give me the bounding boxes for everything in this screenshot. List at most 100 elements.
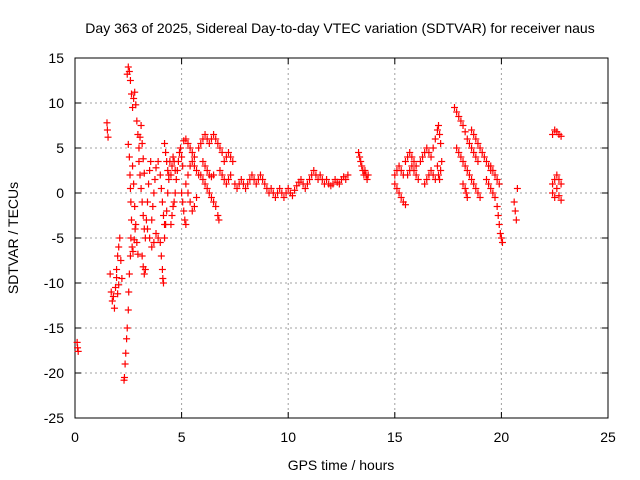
data-point [210, 171, 218, 179]
data-point [472, 135, 480, 143]
data-point [357, 158, 365, 165]
data-point [435, 171, 443, 179]
data-point [512, 216, 520, 224]
data-point [358, 162, 366, 170]
y-tick-label: -5 [52, 230, 65, 246]
data-point [143, 198, 151, 206]
data-point [438, 158, 446, 165]
data-point [195, 144, 203, 152]
data-point [393, 185, 401, 192]
data-point [130, 236, 138, 244]
data-point [476, 194, 484, 201]
data-point [429, 144, 437, 152]
data-point [161, 234, 169, 242]
data-point [178, 153, 186, 161]
data-point [184, 189, 192, 197]
data-point [164, 189, 172, 197]
data-point [465, 171, 473, 179]
data-point [125, 68, 133, 75]
data-point [137, 185, 145, 192]
data-point [553, 171, 561, 179]
data-point [181, 216, 189, 224]
data-point [474, 140, 482, 147]
data-point [156, 171, 164, 179]
x-axis-label: GPS time / hours [288, 457, 395, 473]
data-point [463, 135, 471, 143]
data-point [169, 203, 177, 210]
data-point [244, 180, 252, 188]
x-tick-label: 0 [71, 429, 79, 445]
y-tick-label: -15 [44, 320, 64, 336]
data-point [478, 149, 486, 156]
data-point [115, 243, 123, 251]
data-point [163, 207, 171, 215]
data-point [74, 344, 82, 352]
data-point [453, 108, 461, 116]
y-tick-label: 15 [48, 50, 64, 66]
data-point [437, 167, 445, 174]
data-point [470, 149, 478, 156]
data-point [157, 252, 165, 260]
y-tick-label: -20 [44, 365, 64, 381]
data-point [165, 176, 173, 183]
data-point [474, 158, 482, 165]
data-point [114, 252, 122, 260]
data-point [140, 169, 148, 177]
data-point [297, 176, 305, 183]
data-point [161, 140, 169, 147]
data-point [437, 140, 445, 147]
data-point [356, 153, 364, 161]
data-point [480, 153, 488, 161]
y-tick-label: 5 [56, 140, 64, 156]
data-point [423, 176, 431, 183]
data-point [188, 149, 196, 156]
data-point [335, 180, 343, 188]
data-point [130, 95, 138, 102]
data-point [474, 189, 482, 197]
data-point [497, 234, 505, 242]
data-point [186, 144, 194, 152]
data-point [457, 153, 465, 161]
data-point [124, 63, 132, 71]
data-point [470, 180, 478, 188]
data-point [252, 180, 260, 188]
data-point [180, 207, 188, 215]
data-point [395, 162, 403, 170]
data-point [549, 180, 557, 188]
data-point [167, 171, 175, 179]
data-point [463, 167, 471, 174]
data-point [391, 180, 399, 188]
data-point [495, 221, 503, 228]
data-point [148, 216, 156, 224]
data-point [177, 144, 185, 152]
data-point [122, 349, 130, 357]
data-point [139, 155, 147, 163]
data-point [549, 131, 557, 138]
data-point [126, 77, 134, 84]
y-axis-label: SDTVAR / TECUs [5, 182, 21, 294]
data-point [129, 248, 137, 255]
data-point [237, 176, 245, 183]
data-point [150, 239, 158, 246]
data-point [489, 167, 497, 174]
data-point [557, 180, 565, 188]
data-point [421, 180, 429, 188]
data-point [259, 176, 267, 183]
data-point [498, 239, 506, 246]
data-point [170, 198, 178, 206]
data-point [284, 185, 292, 192]
data-point [182, 180, 190, 188]
data-point [108, 297, 116, 305]
data-point [126, 252, 134, 260]
data-point [261, 180, 269, 188]
data-point [408, 153, 416, 161]
data-point [214, 212, 222, 219]
data-point [433, 126, 441, 134]
data-point [485, 180, 493, 188]
data-point [126, 185, 134, 192]
data-point [461, 162, 469, 170]
data-point [131, 88, 139, 96]
data-point [419, 153, 427, 161]
data-point [412, 171, 420, 179]
data-point [115, 281, 123, 289]
